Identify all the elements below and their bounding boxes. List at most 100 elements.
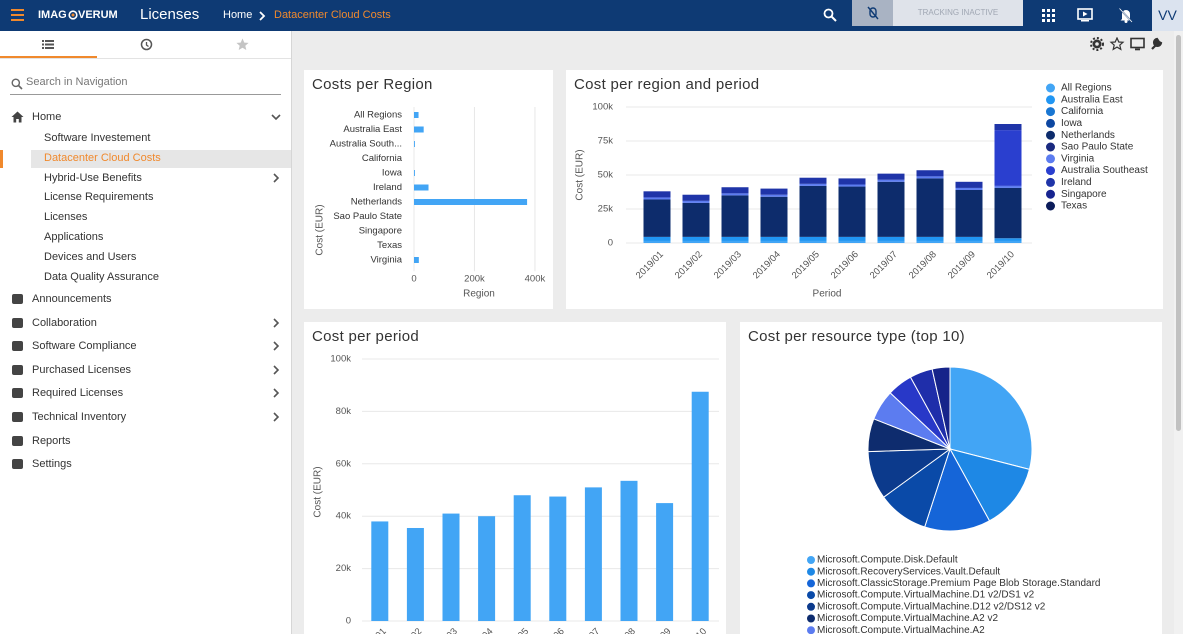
nav-subitem[interactable]: Software Investement <box>44 132 151 144</box>
y-tick-label: Sao Paulo State <box>333 211 402 222</box>
nav-item[interactable]: Reports <box>32 434 71 447</box>
card: Cost per resource type (top 10) Microsoft… <box>740 322 1162 636</box>
nav-item[interactable]: Technical Inventory <box>32 411 127 423</box>
y-tick-label: Ireland <box>373 182 402 193</box>
bar-segment <box>877 236 905 241</box>
nav-subitem[interactable]: License Requirements <box>44 191 154 204</box>
chevron-shape <box>273 341 280 351</box>
nav-subitem[interactable]: Hybrid-Use Benefits <box>44 171 142 184</box>
logo: IMAG <box>38 9 67 21</box>
search-input[interactable]: Search in Navigation <box>26 76 128 88</box>
nav-item[interactable]: Announcements <box>32 293 112 305</box>
tools-button[interactable] <box>1151 37 1163 50</box>
toolbar <box>1090 37 1163 51</box>
scrollbar[interactable] <box>1174 31 1183 634</box>
top-bar: IMAG VERUM Licenses Home Datacenter Clou… <box>0 0 1183 31</box>
chevron <box>273 173 280 183</box>
nav-item[interactable]: Required Licenses <box>32 387 124 400</box>
nav-subitem[interactable]: Devices and Users <box>44 250 137 263</box>
x-tick-label: 2019/09 <box>946 249 978 281</box>
y-axis-title: Cost (EUR) <box>315 204 326 255</box>
y-tick-label: 25k <box>598 204 614 215</box>
chevron <box>273 365 280 375</box>
legend-label: Virginia <box>1061 153 1095 164</box>
legend-label: Sao Paulo State <box>1061 142 1134 153</box>
tab-list[interactable] <box>42 40 54 49</box>
nav-subitem[interactable]: Licenses <box>44 211 88 224</box>
chart: Costs per Region Region Cost (EUR) 0 200k 400… <box>312 76 546 300</box>
bar <box>406 527 424 621</box>
scrollbar-thumb[interactable] <box>1176 35 1181 431</box>
nav-subitem[interactable]: Data Quality Assurance <box>44 270 159 283</box>
search-icon <box>11 78 23 90</box>
nav-icon <box>12 317 23 328</box>
x-tick-label: 2019/01 <box>357 626 389 634</box>
notifications-button[interactable] <box>1119 8 1133 23</box>
y-tick-label: Netherlands <box>351 197 402 208</box>
legend-marker <box>1046 166 1055 176</box>
x-tick-label: 400k <box>525 274 546 285</box>
bar-segment <box>955 181 983 188</box>
chart: Cost per region and period Period Cost (EU… <box>574 76 1148 300</box>
apps-button[interactable] <box>1042 9 1055 22</box>
chevron-shape <box>273 412 280 422</box>
user-avatar[interactable]: VV <box>1152 0 1183 31</box>
x-tick-label: 2019/01 <box>634 249 666 281</box>
nav-icon <box>12 412 23 422</box>
icon-shape <box>12 341 23 352</box>
legend-marker <box>807 579 815 588</box>
nav-item[interactable]: Home <box>32 111 62 123</box>
bar-segment <box>682 236 710 241</box>
favorite-button[interactable] <box>1109 37 1125 51</box>
bar-segment <box>994 187 1022 239</box>
breadcrumb-separator <box>259 11 266 21</box>
legend-marker <box>807 614 815 623</box>
present-button[interactable] <box>1130 37 1145 51</box>
legend-marker <box>1046 83 1055 93</box>
nav-item[interactable]: Collaboration <box>32 316 97 329</box>
tab-history[interactable] <box>139 38 153 51</box>
bar <box>442 513 460 621</box>
nav-item[interactable]: Settings <box>32 458 72 471</box>
bar-segment <box>838 184 866 187</box>
chart: Cost per resource type (top 10) Microsoft… <box>748 328 1100 636</box>
x-tick-label: 2019/10 <box>985 249 1017 281</box>
bar-segment <box>916 176 944 179</box>
search-button[interactable] <box>823 8 837 22</box>
video-button[interactable] <box>1077 8 1093 22</box>
chevron <box>271 114 281 121</box>
nav-subitem[interactable]: Datacenter Cloud Costs <box>44 151 161 164</box>
pie-slice <box>931 366 951 450</box>
legend-label: Singapore <box>1061 189 1107 200</box>
nav-icon <box>12 341 23 352</box>
legend-label: Netherlands <box>1061 130 1115 141</box>
y-tick-label: 75k <box>598 136 614 147</box>
chevron <box>273 412 280 422</box>
legend-marker <box>807 626 815 635</box>
x-tick-label: 2019/09 <box>641 626 673 634</box>
legend-label: Microsoft.RecoveryServices.Vault.Default <box>817 566 1000 577</box>
bar-segment <box>682 200 710 203</box>
settings-button[interactable] <box>1090 37 1104 51</box>
bar <box>414 184 429 191</box>
x-tick-label: 2019/04 <box>463 626 495 634</box>
bar-segment <box>877 173 905 180</box>
legend-label: California <box>1061 106 1104 117</box>
nav-item[interactable]: Purchased Licenses <box>32 363 132 376</box>
y-tick-label: 40k <box>336 511 352 522</box>
tab-favorites[interactable] <box>236 38 249 51</box>
menu-button[interactable] <box>11 9 25 21</box>
tracking-status: TRACKING INACTIVE <box>893 0 1023 26</box>
legend-marker <box>1046 107 1055 117</box>
icon-shape <box>12 459 23 470</box>
bar-segment <box>799 240 827 243</box>
section-title: Licenses <box>140 6 200 23</box>
tracking-toggle[interactable] <box>852 0 893 26</box>
nav-subitem[interactable]: Applications <box>44 231 104 243</box>
x-tick-label: 2019/05 <box>790 249 822 281</box>
icon-shape <box>12 294 23 304</box>
breadcrumb[interactable]: Home <box>223 9 253 21</box>
nav-item[interactable]: Software Compliance <box>32 340 137 353</box>
chevron-shape <box>273 388 280 398</box>
